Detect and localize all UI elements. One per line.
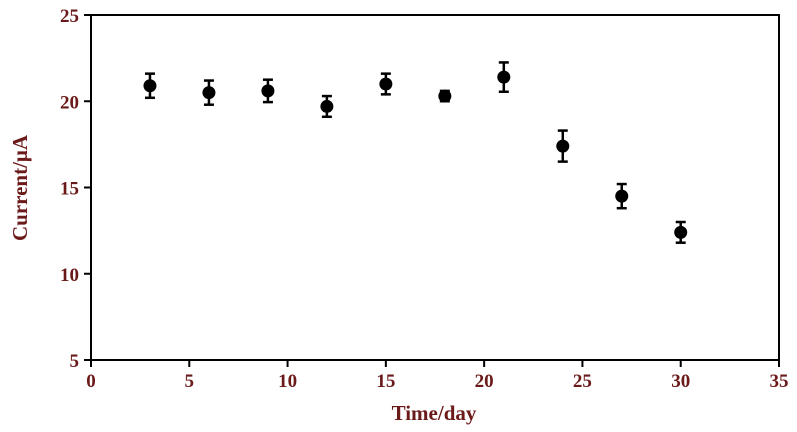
y-tick-label: 10 (60, 265, 79, 286)
y-tick-label: 25 (60, 6, 79, 27)
y-axis-title: Current/μA (8, 134, 32, 241)
data-point (143, 79, 157, 93)
x-axis-ticks: 0 5 10 15 20 25 30 35 (86, 360, 789, 392)
x-tick-label: 30 (671, 371, 690, 392)
data-point (379, 77, 393, 91)
x-tick-label: 20 (475, 371, 494, 392)
x-axis-title: Time/day (392, 401, 477, 425)
x-tick-label: 0 (86, 371, 96, 392)
y-tick-label: 20 (60, 92, 79, 113)
data-point (438, 89, 452, 103)
x-tick-label: 25 (573, 371, 592, 392)
y-axis-ticks: 5 10 15 20 25 (60, 6, 91, 372)
plot-border (90, 14, 780, 361)
data-point (674, 225, 688, 239)
data-point (202, 86, 216, 100)
x-tick-label: 15 (376, 371, 395, 392)
y-tick-label: 5 (70, 351, 80, 372)
data-point (615, 189, 629, 203)
data-point (320, 99, 334, 113)
error-bars (144, 61, 686, 244)
plot-frame (90, 14, 780, 361)
data-point (261, 84, 275, 98)
x-tick-label: 10 (278, 371, 297, 392)
data-point (497, 70, 511, 84)
y-tick-label: 15 (60, 179, 79, 200)
x-tick-label: 5 (185, 371, 195, 392)
x-tick-label: 35 (770, 371, 789, 392)
data-point (556, 139, 570, 153)
data-points (143, 70, 688, 239)
